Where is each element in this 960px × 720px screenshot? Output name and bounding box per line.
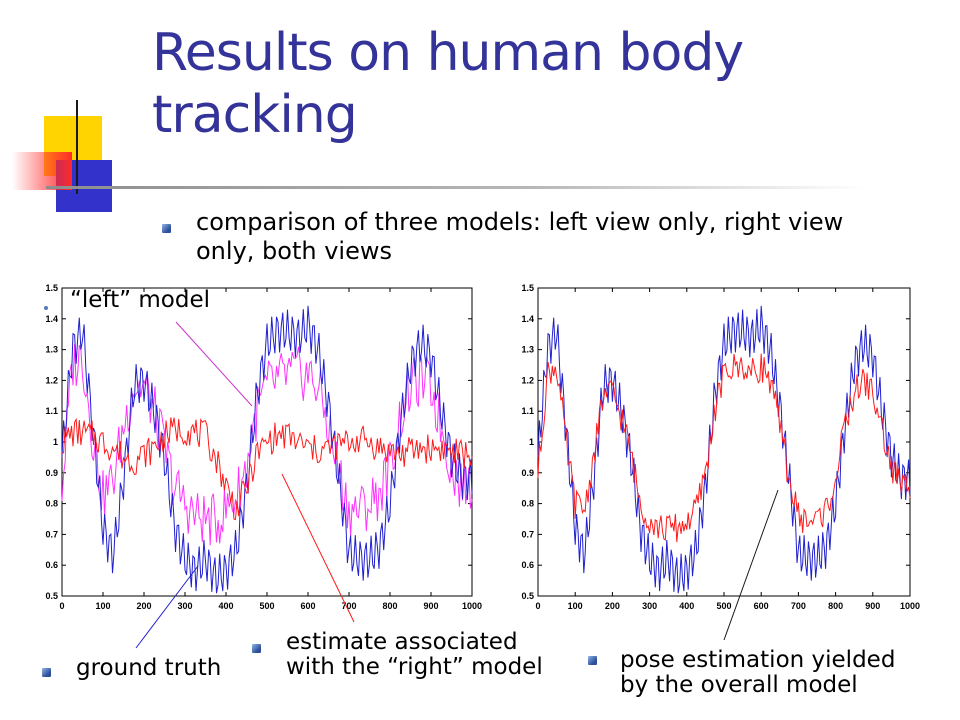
y-tick-label: 0.5 <box>521 591 534 601</box>
x-tick-label: 400 <box>218 601 233 611</box>
y-tick-label: 0.5 <box>45 591 58 601</box>
ground-truth-label: ground truth <box>76 655 222 681</box>
x-tick-label: 800 <box>382 601 397 611</box>
y-tick-label: 1.4 <box>45 314 58 324</box>
y-tick-label: 1.1 <box>45 406 58 416</box>
y-tick-label: 0.9 <box>521 468 534 478</box>
chart-1-ground-truth-line <box>61 305 473 594</box>
y-tick-label: 1.1 <box>521 406 534 416</box>
x-tick-label: 500 <box>716 601 731 611</box>
x-tick-label: 200 <box>136 601 151 611</box>
bullet-text: comparison of three models: left view on… <box>196 208 844 265</box>
y-tick-label: 1.2 <box>45 375 58 385</box>
right-model-bullet-icon <box>252 644 261 653</box>
x-tick-label: 0 <box>535 601 540 611</box>
left-model-label: “left” model <box>70 287 211 313</box>
x-tick-label: 700 <box>341 601 356 611</box>
x-tick-label: 400 <box>679 601 694 611</box>
x-tick-label: 200 <box>605 601 620 611</box>
x-tick-label: 1000 <box>462 601 482 611</box>
right-model-label-line2: with the “right” model <box>286 654 543 680</box>
chart-2-ground-truth-line <box>537 305 911 594</box>
left-model-pointer <box>175 321 253 407</box>
chart-1-left-model-line <box>61 343 473 546</box>
x-tick-label: 600 <box>300 601 315 611</box>
x-tick-label: 300 <box>177 601 192 611</box>
y-tick-label: 1.2 <box>521 375 534 385</box>
x-tick-label: 100 <box>95 601 110 611</box>
chart-2-frame <box>537 287 911 597</box>
slide-title: Results on human body tracking <box>152 23 744 145</box>
x-tick-label: 700 <box>791 601 806 611</box>
chart-1-frame <box>61 287 473 597</box>
right-model-pointer <box>281 473 355 623</box>
x-tick-label: 1000 <box>900 601 920 611</box>
y-tick-label: 0.6 <box>521 560 534 570</box>
overall-model-pointer <box>723 489 779 641</box>
ground-truth-pointer <box>135 565 199 649</box>
x-tick-label: 300 <box>642 601 657 611</box>
y-tick-label: 0.9 <box>45 468 58 478</box>
overall-model-bullet-icon <box>588 656 597 665</box>
x-tick-label: 500 <box>259 601 274 611</box>
y-tick-label: 1 <box>53 437 58 447</box>
x-tick-label: 900 <box>865 601 880 611</box>
y-tick-label: 1.3 <box>45 345 58 355</box>
title-divider <box>46 186 866 189</box>
small-bullet-icon <box>44 306 48 310</box>
overall-model-label-line1: pose estimation yielded <box>620 647 896 673</box>
right-model-label-line1: estimate associated <box>286 629 518 655</box>
overall-model-label: pose estimation yielded by the overall m… <box>620 648 895 698</box>
overall-model-label-line2: by the overall model <box>620 672 858 698</box>
y-tick-label: 1.3 <box>521 345 534 355</box>
right-model-label: estimate associated with the “right” mod… <box>286 630 543 680</box>
y-tick-label: 0.8 <box>521 499 534 509</box>
y-tick-label: 0.8 <box>45 499 58 509</box>
x-tick-label: 900 <box>423 601 438 611</box>
y-tick-label: 0.7 <box>521 529 534 539</box>
y-tick-label: 0.7 <box>45 529 58 539</box>
x-tick-label: 100 <box>568 601 583 611</box>
y-tick-label: 0.6 <box>45 560 58 570</box>
x-tick-label: 0 <box>59 601 64 611</box>
ground-truth-bullet-icon <box>42 668 51 677</box>
chart-2-overall-model-line <box>537 353 911 543</box>
y-tick-label: 1.5 <box>45 283 58 293</box>
x-tick-label: 600 <box>754 601 769 611</box>
chart-1-right-model-line <box>61 417 473 521</box>
y-tick-label: 1.4 <box>521 314 534 324</box>
bullet-icon <box>162 224 171 233</box>
y-tick-label: 1 <box>529 437 534 447</box>
x-tick-label: 800 <box>828 601 843 611</box>
y-tick-label: 1.5 <box>521 283 534 293</box>
